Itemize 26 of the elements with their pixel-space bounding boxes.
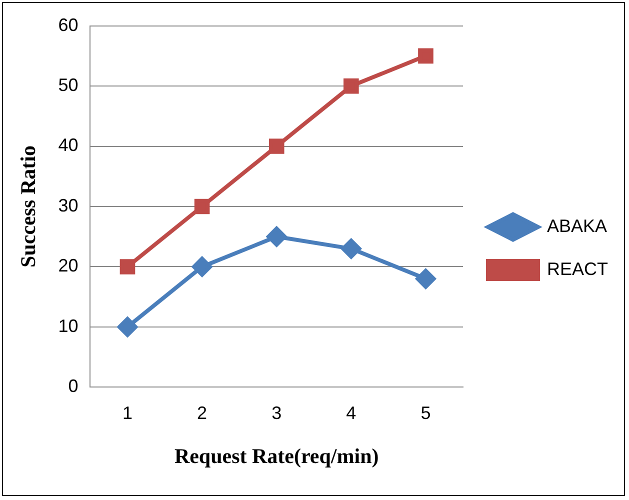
point xyxy=(341,238,362,259)
y-tick-label: 30 xyxy=(58,195,78,216)
point xyxy=(344,78,359,94)
point xyxy=(118,316,138,337)
y-tick-label: 60 xyxy=(58,14,78,35)
x-tick-label: 1 xyxy=(122,402,133,423)
y-tick-label: 40 xyxy=(58,135,78,156)
x-axis-title: Request Rate(req/min) xyxy=(174,444,379,468)
y-tick-label: 10 xyxy=(58,316,78,336)
point xyxy=(266,226,287,247)
y-tick-label: 20 xyxy=(58,256,78,276)
y-tick-label: 50 xyxy=(58,75,78,95)
y-tick-label: 0 xyxy=(68,376,78,396)
x-tick-label: 5 xyxy=(420,402,431,423)
point xyxy=(416,268,436,289)
x-tick-label: 3 xyxy=(272,402,282,423)
point xyxy=(194,198,210,214)
point xyxy=(268,138,284,154)
legend-label: REACT xyxy=(547,258,608,279)
point xyxy=(120,259,136,274)
point xyxy=(192,256,212,277)
x-tick-label: 2 xyxy=(197,402,208,423)
y-axis-title: Success Ratio xyxy=(16,146,40,268)
legend-label: ABAKA xyxy=(547,216,608,236)
x-tick-label: 4 xyxy=(346,402,356,423)
point xyxy=(418,48,434,64)
